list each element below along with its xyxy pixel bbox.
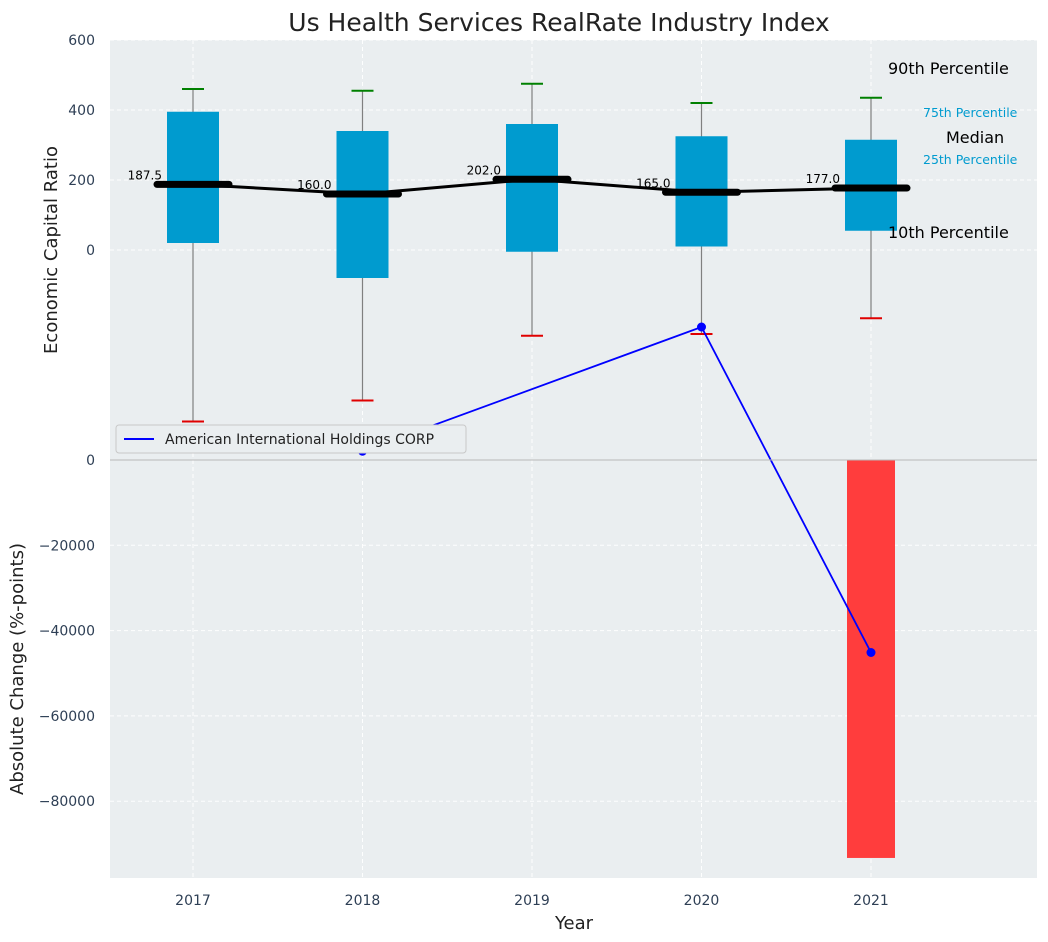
company-point [697,322,706,332]
median-value-label: 160.0 [297,178,331,192]
median-layer: 187.5 160.0 202.0 165.0 177.0 [128,163,911,198]
bottom-plot-area [110,460,1037,878]
median-value-label: 165.0 [636,176,670,190]
bottom-y-tick-label: 0 [86,453,95,469]
top-y-tick-label: 400 [68,103,95,119]
q1-annotation: 25th Percentile [923,152,1018,167]
x-tick-label: 2017 [175,893,211,909]
median-value-label: 187.5 [128,168,162,182]
x-tick-label: 2020 [684,893,720,909]
x-axis-label: Year [554,913,594,934]
top-y-tick-label: 600 [68,33,95,49]
chart-title: Us Health Services RealRate Industry Ind… [288,8,829,37]
iqr-box [336,131,389,278]
x-tick-label: 2019 [514,893,550,909]
bottom-y-tick-label: −20000 [39,538,95,554]
q3-annotation: 75th Percentile [923,105,1018,120]
bottom-y-axis-label: Absolute Change (%-points) [7,543,28,795]
bar-layer [847,460,895,858]
bottom-y-tick-label: −80000 [39,794,95,810]
legend: American International Holdings CORP [115,424,467,454]
iqr-box [506,124,558,252]
median-value-label: 177.0 [806,172,840,186]
x-tick-label: 2018 [345,893,381,909]
top-y-axis-label: Economic Capital Ratio [41,146,62,354]
change-bar [847,460,895,858]
bottom-y-tick-label: −40000 [39,624,95,640]
bottom-y-tick-label: −60000 [39,709,95,725]
iqr-box [167,111,219,243]
top-y-tick-label: 200 [68,173,95,189]
top-y-tick-label: 0 [86,243,95,259]
median-value-label: 202.0 [467,163,501,177]
legend-box [115,424,467,454]
tick-layer: 600 400 200 0 0 −20000 −40000 −60000 −80000 2017 2… [39,33,889,909]
p10-annotation: 10th Percentile [888,223,1009,242]
p90-annotation: 90th Percentile [888,59,1009,78]
x-tick-label: 2021 [853,893,889,909]
company-point [866,648,876,657]
legend-label: American International Holdings CORP [165,432,434,448]
median-annotation: Median [946,128,1004,147]
